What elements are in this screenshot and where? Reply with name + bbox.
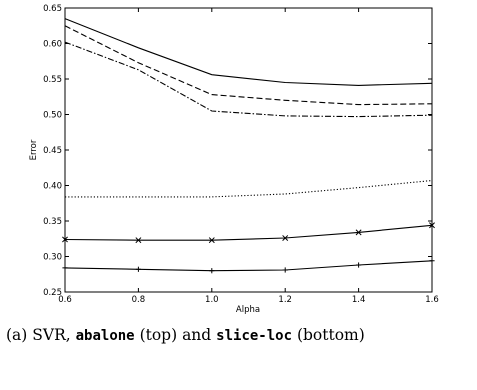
- caption-prefix: (a) SVR,: [6, 326, 71, 344]
- caption-dataset-abalone: abalone: [75, 328, 135, 344]
- x-tick-label: 0.8: [132, 295, 146, 305]
- series-point-plus-marker: [356, 262, 362, 268]
- caption-suffix: (bottom): [296, 326, 365, 344]
- series-line-dotted: [65, 179, 433, 198]
- x-tick-label: 1.6: [425, 295, 439, 305]
- series-line-solid: [64, 260, 433, 272]
- caption-dataset-slice-loc: slice-loc: [216, 328, 293, 344]
- y-tick-label: 0.55: [43, 75, 62, 85]
- error-vs-alpha-chart: 0.6 0.8 1.0 1.2 1.4 1.6 0.250.300.350.400.450…: [29, 4, 439, 315]
- series-point-x-marker: [208, 237, 215, 244]
- series-line-solid: [64, 18, 433, 86]
- y-axis-title: Error: [29, 139, 39, 160]
- series-point-plus-marker: [209, 268, 215, 274]
- series-line-solid: [64, 224, 433, 241]
- caption-middle: (top) and: [139, 326, 212, 344]
- x-axis-ticks: 0.6 0.8 1.0 1.2 1.4 1.6: [58, 8, 439, 305]
- series-point-plus-marker: [282, 267, 288, 273]
- x-axis-title: Alpha: [236, 305, 260, 315]
- series-point-x-marker: [282, 235, 289, 241]
- x-tick-label: 1.0: [205, 295, 219, 305]
- series-point-x-marker: [355, 229, 362, 236]
- figure-caption: (a) SVR, abalone (top) and slice-loc (bo…: [6, 325, 446, 347]
- y-tick-label: 0.25: [43, 288, 62, 298]
- y-tick-label: 0.30: [43, 253, 62, 263]
- y-tick-label: 0.35: [43, 217, 62, 227]
- x-tick-label: 0.6: [58, 295, 72, 305]
- y-tick-label: 0.50: [43, 111, 62, 121]
- series-line-dashed: [64, 25, 433, 106]
- x-tick-label: 1.4: [352, 295, 366, 305]
- y-tick-label: 0.60: [43, 40, 62, 50]
- series-point-plus-marker: [135, 266, 141, 272]
- y-tick-label: 0.40: [43, 182, 62, 192]
- series-line-dashdot: [64, 41, 433, 118]
- x-tick-label: 1.2: [278, 295, 292, 305]
- y-tick-label: 0.45: [43, 146, 62, 156]
- plot-frame: [64, 7, 433, 293]
- series-point-x-marker: [135, 237, 142, 244]
- y-tick-label: 0.65: [43, 4, 62, 14]
- series-lines: [62, 18, 435, 274]
- y-axis-ticks: 0.25 0.30 0.35 0.40 0.45 0.50 0.55 0.60 0.65: [43, 4, 432, 298]
